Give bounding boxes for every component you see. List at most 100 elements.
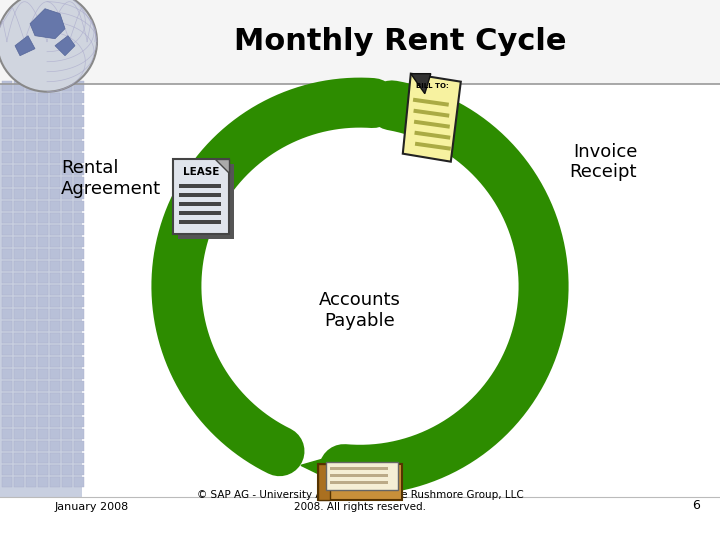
Polygon shape [411, 73, 431, 93]
Bar [26, 152, 36, 163]
Bar [14, 260, 24, 271]
Bar [74, 404, 84, 415]
Bar [2, 476, 12, 487]
Bar [413, 98, 449, 107]
Bar [26, 213, 36, 222]
Bar [50, 308, 60, 319]
Bar [2, 453, 12, 463]
Text: Invoice
Receipt: Invoice Receipt [570, 143, 637, 181]
Bar [62, 333, 72, 342]
Bar [62, 273, 72, 282]
Polygon shape [363, 83, 416, 122]
Text: Accounts
Payable: Accounts Payable [319, 291, 401, 330]
Bar [50, 273, 60, 282]
Bar [62, 177, 72, 186]
Bar [38, 273, 48, 282]
Bar [26, 345, 36, 355]
Bar [50, 453, 60, 463]
Bar [62, 345, 72, 355]
Bar [2, 200, 12, 211]
Bar [74, 213, 84, 222]
Bar [2, 416, 12, 427]
Bar [415, 141, 451, 151]
Bar [2, 260, 12, 271]
Bar [26, 285, 36, 294]
Bar [2, 333, 12, 342]
Bar [50, 213, 60, 222]
Bar [74, 453, 84, 463]
Bar [38, 177, 48, 186]
Bar [74, 308, 84, 319]
Bar [50, 345, 60, 355]
Bar [62, 368, 72, 379]
Bar [2, 80, 12, 91]
Bar [74, 188, 84, 199]
Bar [50, 152, 60, 163]
Bar [62, 441, 72, 450]
Bar [38, 225, 48, 234]
Bar [26, 260, 36, 271]
Bar [26, 296, 36, 307]
Bar [62, 404, 72, 415]
Bar [62, 129, 72, 139]
Bar [38, 117, 48, 126]
Bar [50, 404, 60, 415]
Bar [26, 441, 36, 450]
Bar [74, 285, 84, 294]
Bar [50, 248, 60, 259]
Bar [50, 117, 60, 126]
Bar [50, 464, 60, 475]
Bar [38, 260, 48, 271]
Bar [50, 237, 60, 247]
Bar [62, 296, 72, 307]
Bar [50, 368, 60, 379]
Bar [50, 429, 60, 438]
Bar [74, 92, 84, 103]
Bar [62, 393, 72, 402]
Bar [50, 393, 60, 402]
Polygon shape [55, 36, 75, 56]
Bar [38, 429, 48, 438]
Bar [330, 481, 388, 484]
Bar [2, 404, 12, 415]
Bar [14, 416, 24, 427]
Bar [26, 248, 36, 259]
Bar [74, 333, 84, 342]
Bar [14, 248, 24, 259]
Bar [74, 200, 84, 211]
Bar [14, 225, 24, 234]
Bar [26, 356, 36, 367]
Bar [74, 416, 84, 427]
Bar [14, 152, 24, 163]
Bar [38, 237, 48, 247]
Bar [14, 140, 24, 151]
Bar [14, 92, 24, 103]
Bar [14, 345, 24, 355]
Bar [38, 248, 48, 259]
Circle shape [0, 0, 97, 92]
Bar [74, 225, 84, 234]
Bar [26, 381, 36, 390]
Bar [2, 105, 12, 114]
Bar [62, 464, 72, 475]
Bar [14, 453, 24, 463]
Bar [38, 308, 48, 319]
Bar [26, 476, 36, 487]
Bar [14, 80, 24, 91]
Bar [14, 237, 24, 247]
Text: January 2008: January 2008 [55, 502, 130, 511]
Bar [2, 92, 12, 103]
Bar [2, 381, 12, 390]
Bar [38, 165, 48, 174]
Bar [62, 356, 72, 367]
Bar [50, 129, 60, 139]
Bar [38, 285, 48, 294]
Bar [74, 356, 84, 367]
Bar [14, 213, 24, 222]
Bar [38, 416, 48, 427]
Bar [26, 464, 36, 475]
Bar [26, 404, 36, 415]
Bar [26, 308, 36, 319]
Bar [26, 416, 36, 427]
Bar [50, 356, 60, 367]
